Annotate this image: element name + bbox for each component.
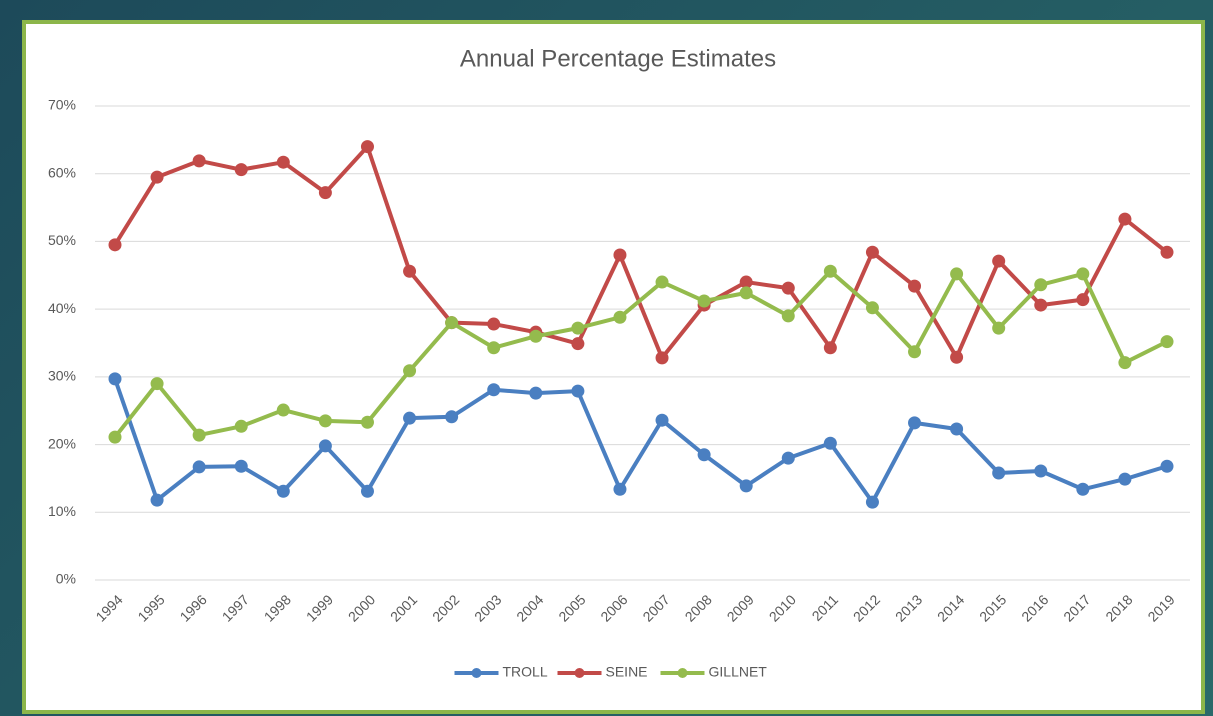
data-point (150, 493, 164, 507)
data-point (318, 414, 332, 428)
data-point (403, 264, 417, 278)
data-point (1034, 298, 1048, 312)
data-point (487, 341, 501, 355)
legend-label: TROLL (503, 664, 548, 680)
data-point (950, 350, 964, 364)
data-point (1034, 278, 1048, 292)
data-point (234, 419, 248, 433)
data-point (276, 403, 290, 417)
data-point (613, 248, 627, 262)
data-point (739, 286, 753, 300)
data-point (529, 329, 543, 343)
data-point (950, 422, 964, 436)
data-point (1118, 212, 1132, 226)
data-point (1076, 293, 1090, 307)
data-point (992, 466, 1006, 480)
data-point (276, 484, 290, 498)
data-point (781, 281, 795, 295)
data-point (655, 351, 669, 365)
data-point (908, 416, 922, 430)
chart-panel (22, 20, 1205, 714)
data-point (908, 279, 922, 293)
data-point (823, 436, 837, 450)
data-point (1118, 472, 1132, 486)
y-tick-label: 0% (56, 571, 76, 587)
y-tick-label: 50% (48, 232, 76, 248)
data-point (445, 316, 459, 330)
data-point (992, 254, 1006, 268)
y-tick-label: 20% (48, 435, 76, 451)
data-point (1034, 464, 1048, 478)
data-point (1160, 245, 1174, 259)
legend-marker (677, 668, 688, 678)
data-point (865, 245, 879, 259)
data-point (487, 317, 501, 331)
data-point (234, 459, 248, 473)
data-point (360, 415, 374, 429)
data-point (487, 383, 501, 397)
data-point (739, 479, 753, 493)
data-point (992, 321, 1006, 335)
legend-marker (471, 668, 482, 678)
data-point (318, 186, 332, 200)
data-point (655, 413, 669, 427)
data-point (360, 140, 374, 154)
y-tick-label: 70% (48, 97, 76, 113)
data-point (192, 460, 206, 474)
data-point (192, 428, 206, 442)
data-point (865, 495, 879, 509)
series-line (113, 269, 1168, 439)
data-point (403, 364, 417, 378)
data-point (739, 275, 753, 289)
data-point (1076, 267, 1090, 281)
data-point (108, 430, 122, 444)
data-point (571, 337, 585, 351)
data-point (865, 301, 879, 315)
data-point (697, 294, 711, 308)
data-point (150, 377, 164, 391)
data-point (1160, 459, 1174, 473)
data-point (908, 345, 922, 359)
data-point (529, 386, 543, 400)
data-point (108, 372, 122, 386)
data-point (1118, 356, 1132, 370)
series-line (113, 378, 1168, 505)
data-point (445, 410, 459, 424)
data-point (781, 451, 795, 465)
data-point (781, 309, 795, 323)
data-point (571, 384, 585, 398)
data-point (571, 321, 585, 335)
data-point (823, 264, 837, 278)
y-tick-label: 10% (48, 503, 76, 519)
data-point (108, 238, 122, 252)
legend-label: GILLNET (709, 664, 768, 680)
y-tick-label: 60% (48, 164, 76, 180)
data-point (318, 439, 332, 453)
data-point (655, 275, 669, 289)
data-point (276, 155, 290, 169)
data-point (613, 310, 627, 324)
data-point (613, 482, 627, 496)
data-point (150, 170, 164, 184)
data-point (1076, 482, 1090, 496)
data-point (697, 448, 711, 462)
series-line (113, 144, 1169, 360)
data-point (1160, 335, 1174, 349)
data-point (403, 411, 417, 425)
data-point (360, 484, 374, 498)
data-point (950, 267, 964, 281)
data-point (234, 163, 248, 177)
y-tick-label: 30% (48, 368, 76, 384)
data-point (823, 341, 837, 355)
legend-marker (574, 668, 585, 678)
chart-title: Annual Percentage Estimates (460, 45, 776, 72)
data-point (192, 154, 206, 168)
y-tick-label: 40% (48, 300, 76, 316)
legend-label: SEINE (606, 664, 648, 680)
